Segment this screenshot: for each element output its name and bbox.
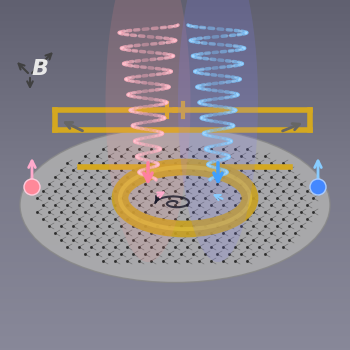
Text: B: B bbox=[32, 59, 49, 79]
Ellipse shape bbox=[105, 0, 190, 262]
Circle shape bbox=[310, 179, 326, 195]
Ellipse shape bbox=[20, 127, 330, 282]
Circle shape bbox=[24, 179, 40, 195]
Ellipse shape bbox=[178, 0, 258, 262]
